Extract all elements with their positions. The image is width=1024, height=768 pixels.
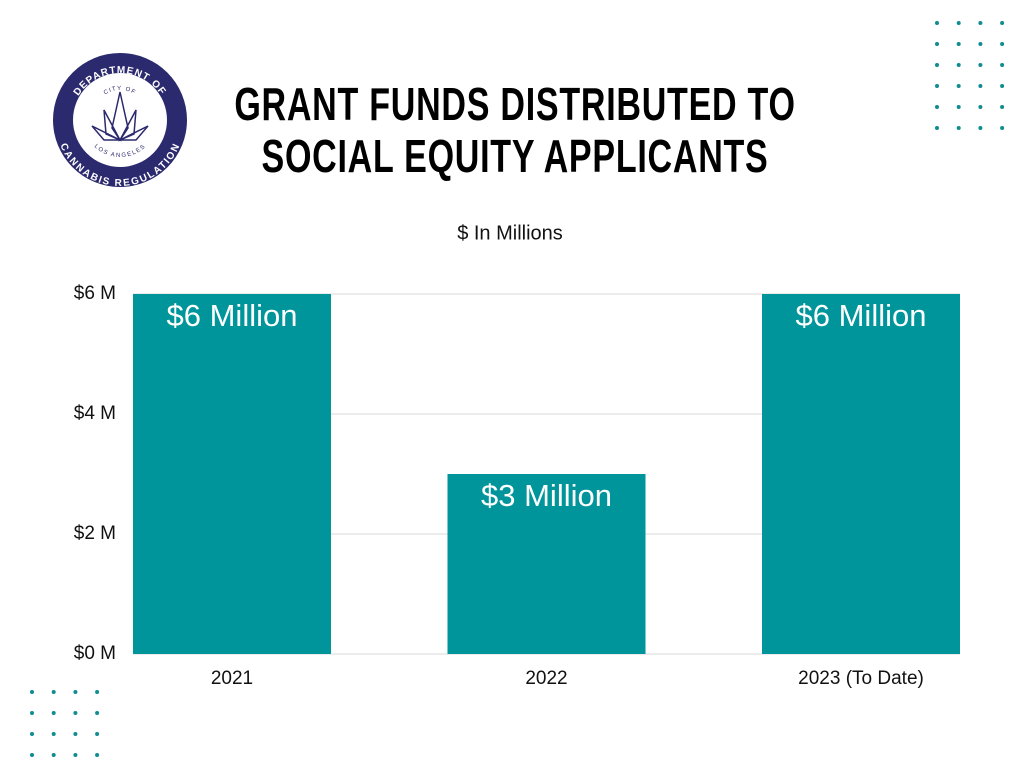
decor-dot (956, 84, 961, 88)
decor-dot (956, 63, 961, 67)
bar (762, 294, 960, 654)
decor-dot (978, 21, 983, 25)
decor-dot (51, 711, 56, 715)
decor-dot (30, 732, 34, 736)
y-tick-label: $2 M (74, 523, 116, 544)
decor-dot (978, 84, 983, 88)
decor-dot (978, 42, 983, 46)
decor-dot (935, 42, 939, 46)
decor-dot (30, 753, 34, 757)
decor-dot (978, 126, 983, 130)
x-tick-label: 2021 (211, 668, 253, 689)
decor-dot (1000, 21, 1005, 25)
decor-dot (95, 690, 100, 694)
x-tick-label: 2022 (525, 668, 567, 689)
decor-dot (95, 753, 100, 757)
decor-dot (95, 732, 100, 736)
logo-city-path: CITY OF (103, 86, 136, 96)
chart-title: GRANT FUNDS DISTRIBUTED TO SOCIAL EQUITY… (234, 78, 796, 182)
decor-dot (1000, 126, 1005, 130)
decor-dot (956, 21, 961, 25)
decor-dot (30, 711, 34, 715)
decor-dot (935, 84, 939, 88)
decor-dot (73, 753, 78, 757)
y-tick-label: $6 M (74, 283, 116, 304)
value-label: $6 Million (167, 298, 298, 333)
logo: DEPARTMENT OF CANNABIS REGULATION CITY O… (53, 53, 187, 189)
decor-dot (1000, 63, 1005, 67)
logo-leaf (91, 91, 149, 142)
decor-dot (73, 732, 78, 736)
decor-dot (73, 711, 78, 715)
decor-dot (935, 126, 939, 130)
decor-dot (935, 21, 939, 25)
decor-dot (1000, 42, 1005, 46)
logo-city: CITY OF (103, 86, 138, 96)
decor-dot (935, 105, 939, 109)
decor-dot (935, 63, 939, 67)
decor-dot (30, 690, 34, 694)
decor-dot (51, 690, 56, 694)
bar (447, 474, 646, 654)
value-label: $6 Million (796, 298, 927, 333)
decor-dot (956, 126, 961, 130)
logo-center (73, 73, 167, 167)
decor-dot (956, 105, 961, 109)
decor-dot (1000, 84, 1005, 88)
decor-dot (51, 753, 56, 757)
y-tick-label: $0 M (74, 643, 116, 664)
decor-dot (956, 42, 961, 46)
bar (133, 294, 331, 654)
decor-dot (51, 732, 56, 736)
decor-dot (978, 63, 983, 67)
value-label: $3 Million (481, 478, 612, 513)
decor-dot (1000, 105, 1005, 109)
decor-dot (978, 105, 983, 109)
decor-dot (95, 711, 100, 715)
decor-dot (73, 690, 78, 694)
x-tick-label: 2023 (To Date) (798, 668, 924, 689)
chart-subtitle: $ In Millions (457, 222, 563, 244)
y-tick-label: $4 M (74, 403, 116, 424)
